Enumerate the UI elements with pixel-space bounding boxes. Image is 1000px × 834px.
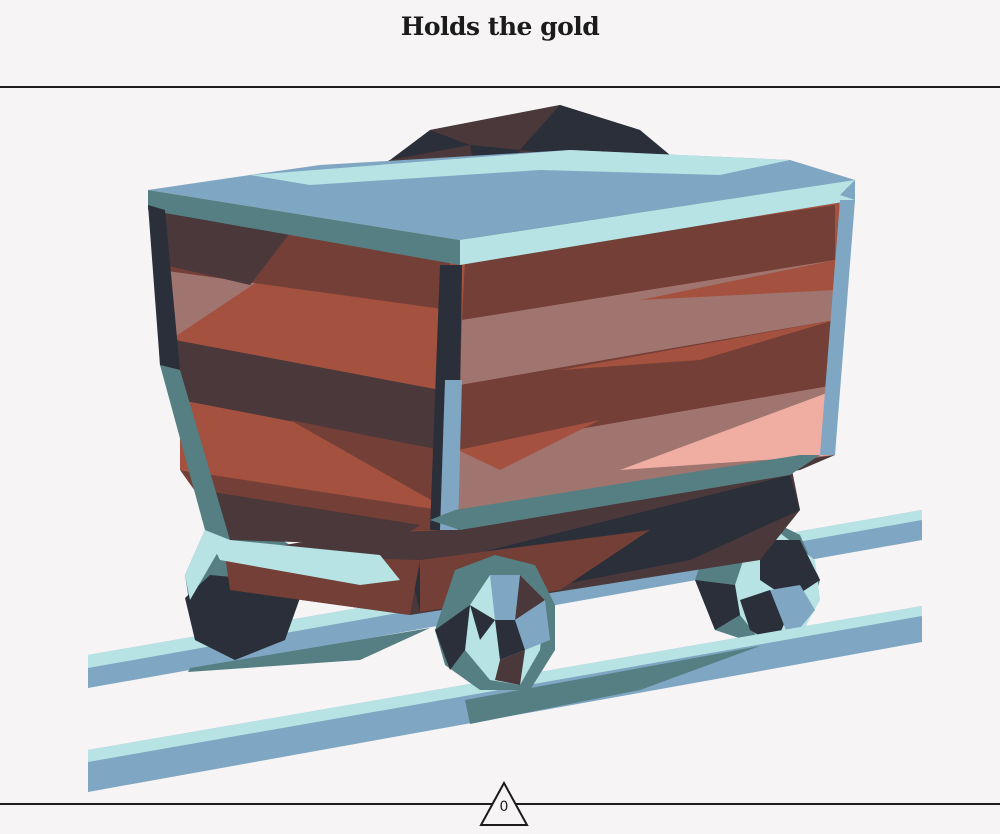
page-title: Holds the gold — [400, 12, 600, 41]
mine-cart-scene — [88, 105, 922, 792]
header-bar: Holds the gold — [0, 0, 1000, 88]
score-counter: 0 — [499, 799, 509, 815]
triangle-icon[interactable] — [478, 780, 530, 828]
cart-rim — [148, 150, 855, 265]
cart-corner-posts — [148, 200, 855, 585]
cart-left-side — [150, 195, 460, 545]
cart-right-side — [440, 190, 840, 530]
front-wheel — [435, 555, 555, 690]
